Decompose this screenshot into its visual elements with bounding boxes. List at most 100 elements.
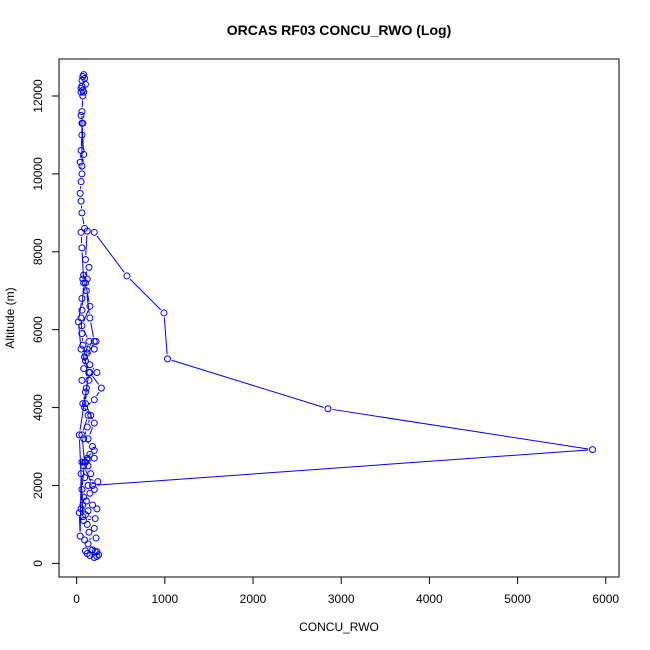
data-point xyxy=(76,158,84,166)
data-point xyxy=(93,548,101,556)
data-point xyxy=(78,306,86,314)
y-tick-label: 8000 xyxy=(31,238,45,265)
series-lines xyxy=(78,100,589,555)
series-segment xyxy=(332,408,589,450)
x-tick-label: 2000 xyxy=(240,592,267,606)
y-axis-label: Altitude (m) xyxy=(3,287,17,348)
series-segment xyxy=(92,367,95,370)
series-segment xyxy=(79,478,82,532)
y-tick-label: 10000 xyxy=(31,157,45,191)
data-point xyxy=(78,162,86,170)
data-point xyxy=(78,485,86,493)
data-point xyxy=(85,337,93,345)
data-point xyxy=(76,189,84,197)
data-point xyxy=(77,345,85,353)
y-tick-label: 4000 xyxy=(31,394,45,421)
series-segment xyxy=(83,310,89,322)
data-point xyxy=(97,384,105,392)
x-tick-label: 3000 xyxy=(328,592,355,606)
data-point xyxy=(93,505,101,513)
data-point xyxy=(81,224,89,232)
data-point xyxy=(163,355,171,363)
y-tick-label: 12000 xyxy=(31,79,45,113)
series-segment xyxy=(86,407,93,420)
data-point xyxy=(78,322,86,330)
series-segment xyxy=(92,482,94,485)
data-point xyxy=(78,131,86,139)
data-point xyxy=(77,228,85,236)
data-point xyxy=(82,384,90,392)
data-point xyxy=(79,501,87,509)
series-segment xyxy=(85,287,90,302)
data-point xyxy=(81,474,89,482)
data-point xyxy=(90,345,98,353)
series-segment xyxy=(88,419,90,423)
x-tick-label: 4000 xyxy=(416,592,443,606)
data-point xyxy=(81,536,89,544)
data-point xyxy=(85,369,93,377)
series-segment xyxy=(86,295,90,314)
data-point xyxy=(78,82,86,90)
series-segment xyxy=(85,235,88,256)
data-point xyxy=(78,170,86,178)
series-segment xyxy=(86,410,89,413)
data-point xyxy=(90,419,98,427)
data-point xyxy=(91,515,99,523)
y-tick-label: 2000 xyxy=(31,472,45,499)
data-point xyxy=(90,524,98,532)
data-point xyxy=(89,501,97,509)
series-segment xyxy=(81,439,85,458)
data-point xyxy=(84,481,92,489)
data-point xyxy=(78,244,86,252)
data-point xyxy=(92,534,100,542)
data-point xyxy=(589,446,597,454)
data-point xyxy=(90,228,98,236)
data-point xyxy=(92,337,100,345)
data-point xyxy=(85,263,93,271)
series-segment xyxy=(92,375,100,385)
series-segment xyxy=(79,376,89,431)
data-point xyxy=(83,520,91,528)
data-point xyxy=(80,271,88,279)
data-point xyxy=(77,314,85,322)
series-segment xyxy=(96,449,589,486)
data-point xyxy=(89,443,97,451)
data-point xyxy=(76,532,84,540)
data-point xyxy=(77,111,85,119)
data-point xyxy=(82,287,90,295)
data-point xyxy=(84,507,92,515)
y-axis: 0 2000 4000 6000 8000 10000 12000 xyxy=(31,79,60,567)
data-point xyxy=(90,485,98,493)
data-point xyxy=(81,353,89,361)
data-point xyxy=(78,458,86,466)
data-point xyxy=(86,314,94,322)
data-point xyxy=(78,295,86,303)
data-point xyxy=(81,357,89,365)
data-point xyxy=(78,119,86,127)
data-point xyxy=(77,178,85,186)
data-point xyxy=(80,365,88,373)
data-point xyxy=(86,302,94,310)
series-segment xyxy=(89,427,94,435)
data-point xyxy=(79,513,87,521)
data-point xyxy=(80,279,88,287)
chart-title: ORCAS RF03 CONCU_RWO (Log) xyxy=(227,22,452,38)
data-point xyxy=(83,275,91,283)
x-axis: 0 1000 2000 3000 4000 5000 6000 xyxy=(73,576,619,606)
series-segment xyxy=(90,322,94,338)
data-point xyxy=(160,309,168,317)
series-segment xyxy=(163,317,168,355)
data-point xyxy=(87,411,95,419)
data-point xyxy=(84,540,92,548)
data-point xyxy=(78,376,86,384)
series-points xyxy=(74,71,597,562)
data-point xyxy=(80,462,88,470)
series-segment xyxy=(96,235,125,273)
data-point xyxy=(78,431,86,439)
data-point xyxy=(90,454,98,462)
series-segment xyxy=(171,359,324,408)
data-point xyxy=(78,330,86,338)
x-axis-label: CONCU_RWO xyxy=(299,620,379,634)
series-segment xyxy=(129,278,162,311)
data-point xyxy=(90,446,98,454)
